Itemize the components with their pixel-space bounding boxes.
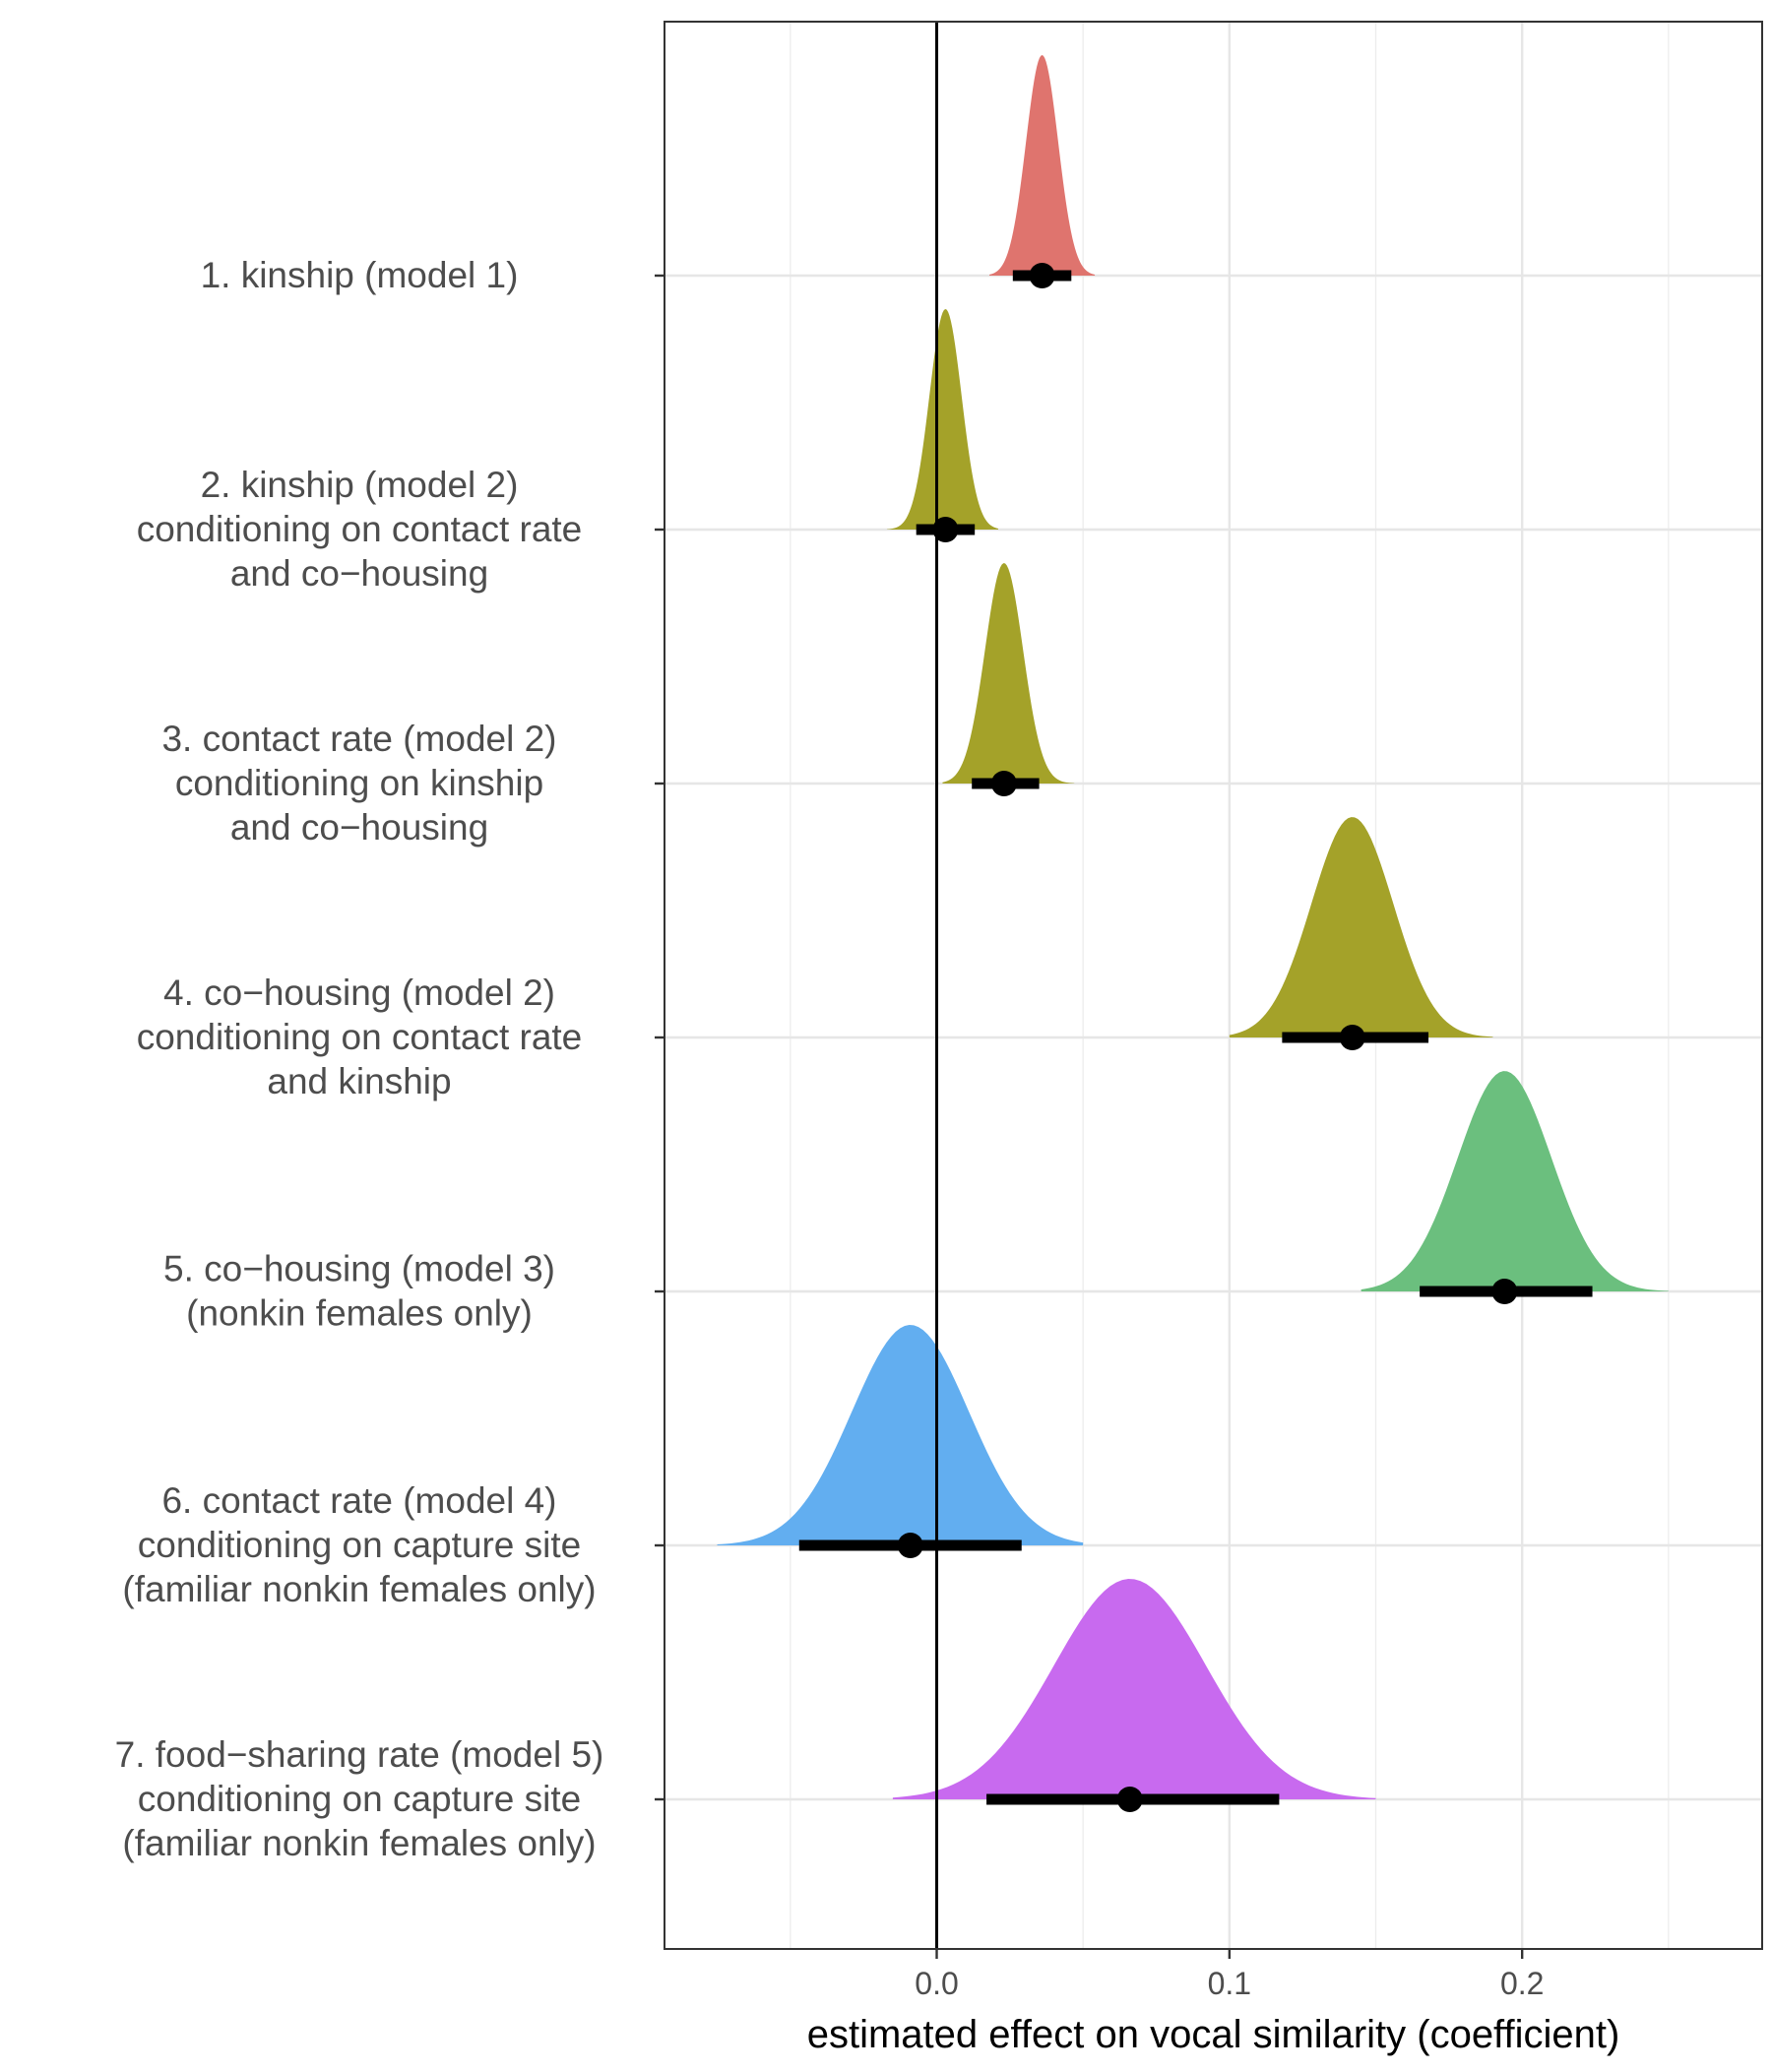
grid-layer <box>664 22 1762 1949</box>
point-estimate-1 <box>1029 263 1055 288</box>
density-2 <box>886 309 998 530</box>
y-label-line: and co−housing <box>230 553 488 594</box>
y-label-line: 1. kinship (model 1) <box>201 255 519 295</box>
y-label-6: 6. contact rate (model 4) conditioning on… <box>122 1480 596 1609</box>
point-estimate-2 <box>932 517 959 542</box>
y-label-line: conditioning on contact rate <box>137 509 583 549</box>
y-label-line: conditioning on capture site <box>138 1525 581 1565</box>
y-axis: 1. kinship (model 1) 2. kinship (model 2)… <box>115 255 664 1863</box>
y-label-5: 5. co−housing (model 3) (nonkin females o… <box>163 1249 555 1334</box>
y-label-line: and kinship <box>267 1061 451 1101</box>
density-7 <box>892 1579 1376 1799</box>
point-estimate-3 <box>990 771 1017 796</box>
y-label-1: 1. kinship (model 1) <box>201 255 519 295</box>
point-estimate-7 <box>1116 1787 1143 1812</box>
y-label-line: (familiar nonkin females only) <box>122 1823 596 1863</box>
x-tick-label: 0.1 <box>1208 1966 1251 2001</box>
y-label-4: 4. co−housing (model 2) conditioning on c… <box>137 973 583 1101</box>
density-layer <box>717 55 1669 1799</box>
density-1 <box>989 55 1096 276</box>
density-5 <box>1361 1071 1669 1291</box>
x-axis: 0.0 0.1 0.2 <box>915 1949 1544 2001</box>
y-label-line: 4. co−housing (model 2) <box>163 973 555 1013</box>
x-tick-label: 0.2 <box>1500 1966 1544 2001</box>
y-label-line: conditioning on capture site <box>138 1779 581 1819</box>
point-estimate-6 <box>897 1533 923 1558</box>
y-label-7: 7. food−sharing rate (model 5) conditioni… <box>115 1734 604 1863</box>
panel-border <box>664 21 1763 1950</box>
y-label-line: 7. food−sharing rate (model 5) <box>115 1734 604 1775</box>
y-label-3: 3. contact rate (model 2) conditioning on… <box>161 719 556 848</box>
x-tick-label: 0.0 <box>915 1966 958 2001</box>
y-label-line: conditioning on contact rate <box>137 1017 583 1057</box>
x-axis-title: estimated effect on vocal similarity (co… <box>807 2013 1620 2056</box>
y-label-line: (nonkin females only) <box>186 1293 533 1334</box>
density-3 <box>942 563 1075 784</box>
density-4 <box>1229 817 1493 1037</box>
y-label-2: 2. kinship (model 2) conditioning on cont… <box>137 465 583 594</box>
point-estimate-5 <box>1491 1279 1518 1304</box>
point-estimate-4 <box>1339 1025 1365 1050</box>
y-label-line: 2. kinship (model 2) <box>201 465 519 505</box>
y-label-line: 3. contact rate (model 2) <box>161 719 556 759</box>
y-label-line: 6. contact rate (model 4) <box>161 1480 556 1521</box>
y-label-line: (familiar nonkin females only) <box>122 1569 596 1609</box>
y-label-line: 5. co−housing (model 3) <box>163 1249 555 1289</box>
density-6 <box>717 1325 1084 1545</box>
y-label-line: and co−housing <box>230 807 488 848</box>
interval-layer <box>798 263 1593 1812</box>
y-label-line: conditioning on kinship <box>175 763 543 803</box>
